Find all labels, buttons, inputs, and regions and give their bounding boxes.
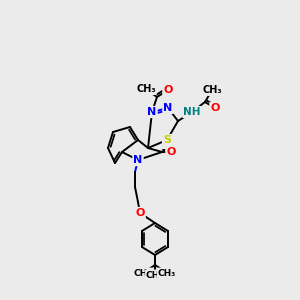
Text: CH₃: CH₃	[134, 268, 152, 278]
Text: O: O	[163, 85, 173, 95]
Text: O: O	[166, 147, 176, 157]
Text: O: O	[210, 103, 220, 113]
Text: N: N	[134, 155, 142, 165]
Text: CH₃: CH₃	[202, 85, 222, 95]
Text: S: S	[163, 135, 171, 145]
Text: N: N	[147, 107, 157, 117]
Text: N: N	[164, 103, 172, 113]
Text: CH₃: CH₃	[136, 84, 156, 94]
Text: CH₃: CH₃	[146, 271, 164, 280]
Text: NH: NH	[183, 107, 201, 117]
Text: O: O	[135, 208, 145, 218]
Text: CH₃: CH₃	[158, 268, 176, 278]
